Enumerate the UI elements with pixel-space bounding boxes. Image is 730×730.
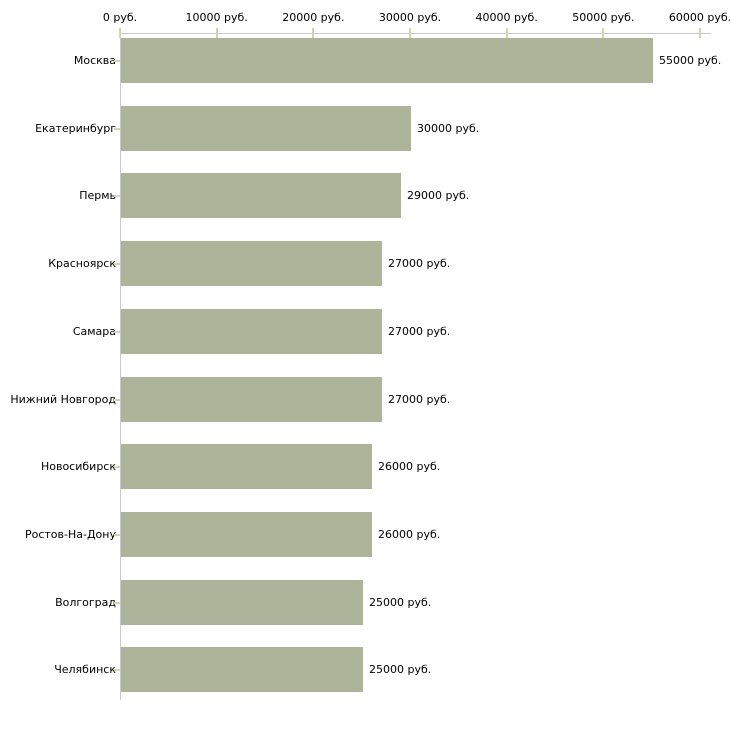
category-label: Самара: [72, 324, 116, 338]
x-tick-mark: [505, 28, 508, 38]
value-label: 55000 руб.: [659, 53, 722, 67]
x-tick-label: 30000 руб.: [378, 11, 442, 24]
value-label: 27000 руб.: [388, 324, 451, 338]
bar: [121, 38, 653, 83]
value-label: 26000 руб.: [378, 527, 441, 541]
category-label: Екатеринбург: [35, 121, 116, 135]
x-tick-mark: [409, 28, 411, 38]
value-label: 30000 руб.: [417, 121, 480, 135]
category-label: Новосибирск: [40, 459, 116, 473]
x-tick-label: 40000 руб.: [475, 11, 538, 24]
value-label: 27000 руб.: [388, 392, 451, 406]
y-axis-line: [120, 33, 121, 700]
y-tick-mark: [114, 533, 120, 536]
x-tick-mark: [312, 28, 315, 38]
bar: [121, 580, 363, 625]
category-label: Нижний Новгород: [10, 392, 116, 406]
value-label: 27000 руб.: [388, 256, 451, 270]
category-label: Ростов-На-Дону: [24, 527, 116, 541]
x-tick-mark: [699, 28, 701, 38]
x-axis-line: [120, 33, 711, 34]
x-tick-label: 0 руб.: [102, 11, 138, 24]
y-tick-mark: [114, 601, 120, 604]
x-tick-mark: [119, 28, 121, 38]
bar: [121, 647, 363, 692]
category-label: Москва: [73, 53, 116, 67]
bar: [121, 173, 401, 218]
bar: [121, 309, 382, 354]
y-tick-mark: [114, 668, 120, 671]
value-label: 25000 руб.: [369, 595, 432, 609]
bar: [121, 444, 372, 489]
x-tick-label: 20000 руб.: [282, 11, 345, 24]
category-label: Красноярск: [48, 256, 116, 270]
x-tick-mark: [602, 28, 605, 38]
category-label: Челябинск: [54, 662, 116, 676]
bar: [121, 512, 372, 557]
bar: [121, 106, 411, 151]
x-tick-mark: [215, 28, 218, 38]
x-tick-label: 50000 руб.: [572, 11, 635, 24]
bar: [121, 241, 382, 286]
y-tick-mark: [114, 262, 120, 265]
y-tick-mark: [114, 127, 120, 130]
bar: [121, 377, 382, 422]
x-tick-label: 60000 руб.: [668, 11, 730, 24]
category-label: Волгоград: [55, 595, 116, 609]
y-tick-mark: [114, 194, 120, 197]
y-tick-mark: [114, 59, 120, 62]
y-tick-mark: [114, 465, 120, 468]
x-tick-label: 10000 руб.: [185, 11, 248, 24]
y-tick-mark: [114, 398, 120, 401]
value-label: 25000 руб.: [369, 662, 432, 676]
category-label: Пермь: [79, 188, 116, 202]
value-label: 29000 руб.: [407, 188, 470, 202]
y-tick-mark: [114, 330, 120, 333]
value-label: 26000 руб.: [378, 459, 441, 473]
